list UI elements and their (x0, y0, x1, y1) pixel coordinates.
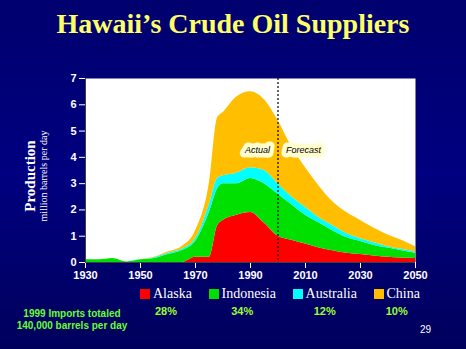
html-text:million barrels per day: million barrels per day (37, 130, 49, 222)
svg-text:1930: 1930 (73, 269, 97, 281)
html-text:12%: 12% (313, 305, 336, 317)
html-text:34%: 34% (231, 305, 254, 317)
html-text:1999 Imports totaled: 1999 Imports totaled (23, 308, 121, 319)
svg-text:4: 4 (70, 151, 77, 163)
svg-text:Actual: Actual (244, 145, 271, 155)
html-text:28%: 28% (154, 305, 177, 317)
svg-text:1990: 1990 (238, 269, 262, 281)
html-text:29: 29 (420, 324, 432, 335)
html-text:10%: 10% (385, 305, 408, 317)
svg-text:1950: 1950 (128, 269, 152, 281)
svg-text:2050: 2050 (403, 269, 427, 281)
html-text:Production: Production (21, 140, 38, 212)
svg-text:1: 1 (70, 230, 76, 242)
html-text:140,000 barrels per day: 140,000 barrels per day (16, 319, 128, 331)
svg-text:6: 6 (70, 98, 76, 110)
svg-text:7: 7 (70, 72, 76, 84)
html-text:Australia: Australia (305, 286, 357, 301)
svg-text:2: 2 (70, 203, 76, 215)
svg-text:2010: 2010 (293, 269, 317, 281)
svg-text:3: 3 (70, 177, 76, 189)
svg-text:2030: 2030 (348, 269, 372, 281)
svg-text:1970: 1970 (183, 269, 207, 281)
html-text:Alaska: Alaska (153, 286, 192, 301)
svg-text:5: 5 (70, 125, 76, 137)
svg-text:Forecast: Forecast (286, 145, 322, 155)
html-text:Indonesia: Indonesia (221, 286, 276, 301)
html-text:China: China (386, 286, 420, 301)
html-text:Hawaii’s Crude Oil Suppliers: Hawaii’s Crude Oil Suppliers (56, 8, 410, 39)
svg-text:0: 0 (70, 256, 76, 268)
